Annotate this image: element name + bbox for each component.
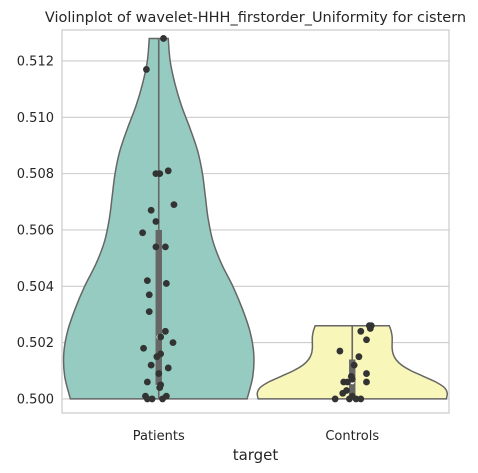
data-point-patients xyxy=(165,167,172,174)
x-tick-label: Patients xyxy=(133,429,185,444)
data-point-controls xyxy=(356,353,363,360)
data-point-patients xyxy=(171,201,178,208)
data-point-controls xyxy=(332,396,339,403)
data-point-controls xyxy=(340,379,347,386)
data-point-patients xyxy=(153,218,160,225)
data-point-patients xyxy=(162,243,169,250)
data-point-controls xyxy=(363,370,370,377)
data-point-controls xyxy=(363,379,370,386)
y-tick-label: 0.510 xyxy=(17,111,54,126)
chart-title: Violinplot of wavelet-HHH_firstorder_Uni… xyxy=(45,10,466,26)
data-point-patients xyxy=(156,170,163,177)
data-point-patients xyxy=(143,66,150,73)
data-point-controls xyxy=(367,325,374,332)
data-point-patients xyxy=(139,229,146,236)
iqr-box-patients xyxy=(156,230,162,385)
data-point-patients xyxy=(148,207,155,214)
data-point-patients xyxy=(155,370,162,377)
x-axis-label: target xyxy=(233,446,279,464)
data-point-patients xyxy=(153,353,160,360)
y-tick-label: 0.504 xyxy=(17,280,54,295)
y-tick-label: 0.500 xyxy=(17,392,54,407)
x-tick-label: Controls xyxy=(325,429,379,444)
y-tick-label: 0.508 xyxy=(17,167,54,182)
data-point-controls xyxy=(346,396,353,403)
data-point-patients xyxy=(153,243,160,250)
y-tick-label: 0.502 xyxy=(17,336,54,351)
data-point-patients xyxy=(146,291,153,298)
data-point-patients xyxy=(170,339,177,346)
data-point-patients xyxy=(160,35,167,42)
data-point-controls xyxy=(351,362,358,369)
data-point-patients xyxy=(165,365,172,372)
data-point-patients xyxy=(144,379,151,386)
data-point-controls xyxy=(363,336,370,343)
data-point-patients xyxy=(162,328,169,335)
data-point-patients xyxy=(148,362,155,369)
data-point-patients xyxy=(163,280,170,287)
data-point-controls xyxy=(357,396,364,403)
data-point-patients xyxy=(156,384,163,391)
data-point-patients xyxy=(157,334,164,341)
data-point-controls xyxy=(339,390,346,397)
data-point-controls xyxy=(357,328,364,335)
data-point-patients xyxy=(159,396,166,403)
data-point-patients xyxy=(149,396,156,403)
y-tick-label: 0.512 xyxy=(17,54,54,69)
y-tick-label: 0.506 xyxy=(17,223,54,238)
data-point-controls xyxy=(337,348,344,355)
data-point-patients xyxy=(140,345,147,352)
data-point-patients xyxy=(144,277,151,284)
data-point-patients xyxy=(146,308,153,315)
